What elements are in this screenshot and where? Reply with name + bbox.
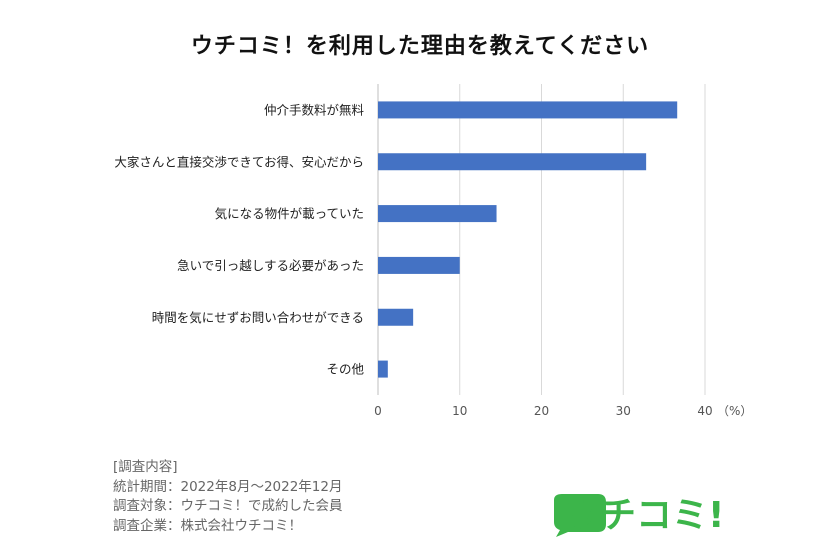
category-label: 気になる物件が載っていた [215,206,364,221]
bar [378,308,414,326]
speech-bubble-icon [554,494,606,537]
bar [378,101,678,119]
logo-text: ウチコミ! [564,495,724,536]
uchikomi-logo: ウチコミ! [554,494,724,537]
chart-title: ウチコミ！を利用した理由を教えてください [190,34,650,59]
x-tick-label: 10 [452,404,467,418]
bar-chart: 仲介手数料が無料大家さんと直接交渉できてお得、安心だから気になる物件が載っていた… [114,84,752,418]
category-label: 大家さんと直接交渉できてお得、安心だから [114,154,364,169]
survey-heading: [調査内容] [113,459,178,475]
bar [378,256,460,274]
category-label: 仲介手数料が無料 [264,102,365,117]
survey-info: [調査内容] 統計期間：2022年8月～2022年12月 調査対象：ウチコミ！で… [113,458,343,536]
x-tick-label: 40 [697,404,712,418]
x-tick-label: 30 [616,404,631,418]
x-unit-label: （%） [717,404,752,418]
survey-company: 調査企業：株式会社ウチコミ！ [113,517,302,534]
x-tick-label: 20 [534,404,549,418]
bar [378,360,388,378]
category-label: 急いで引っ越しする必要があった [177,258,364,273]
x-tick-label: 0 [374,404,382,418]
survey-period: 統計期間：2022年8月～2022年12月 [113,478,343,495]
survey-target: 調査対象：ウチコミ！で成約した会員 [113,498,343,514]
category-label: その他 [326,362,364,377]
category-label: 時間を気にせずお問い合わせができる [152,310,364,325]
bar [378,205,497,223]
bar [378,153,647,171]
